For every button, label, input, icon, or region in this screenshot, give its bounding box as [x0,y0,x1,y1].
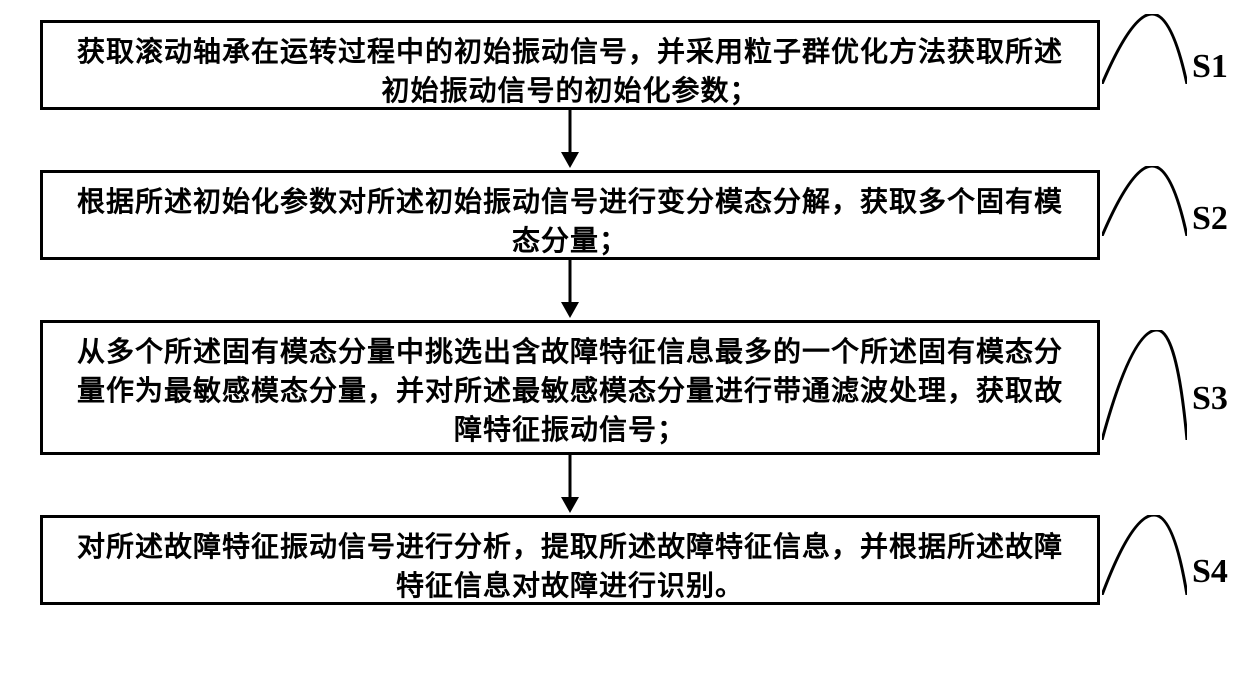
step-label-s4: S4 [1192,553,1228,591]
arrow-s2-s3 [555,260,585,320]
step-box-s4: 对所述故障特征振动信号进行分析，提取所述故障特征信息，并根据所述故障特征信息对故… [40,515,1100,605]
step-label-s2: S2 [1192,200,1228,238]
step-label-s1: S1 [1192,48,1228,86]
step-box-s3: 从多个所述固有模态分量中挑选出含故障特征信息最多的一个所述固有模态分量作为最敏感… [40,320,1100,455]
flowchart-column: 获取滚动轴承在运转过程中的初始振动信号，并采用粒子群优化方法获取所述初始振动信号… [40,20,1100,605]
arrow-s3-s4 [555,455,585,515]
step-text: 获取滚动轴承在运转过程中的初始振动信号，并采用粒子群优化方法获取所述初始振动信号… [77,37,1063,107]
step-text: 从多个所述固有模态分量中挑选出含故障特征信息最多的一个所述固有模态分量作为最敏感… [77,337,1063,446]
step-box-s1: 获取滚动轴承在运转过程中的初始振动信号，并采用粒子群优化方法获取所述初始振动信号… [40,20,1100,110]
step-label-s3: S3 [1192,380,1228,418]
connector-curve-s4 [1102,515,1187,595]
arrow-s1-s2 [555,110,585,170]
connector-curve-s3 [1102,330,1187,440]
connector-curve-s1 [1102,14,1187,84]
step-text: 对所述故障特征振动信号进行分析，提取所述故障特征信息，并根据所述故障特征信息对故… [77,532,1063,602]
step-text: 根据所述初始化参数对所述初始振动信号进行变分模态分解，获取多个固有模态分量； [77,187,1063,257]
arrow-down-icon [555,260,585,320]
step-box-s2: 根据所述初始化参数对所述初始振动信号进行变分模态分解，获取多个固有模态分量； [40,170,1100,260]
arrow-down-icon [555,110,585,170]
arrow-down-icon [555,455,585,515]
connector-curve-s2 [1102,166,1187,236]
